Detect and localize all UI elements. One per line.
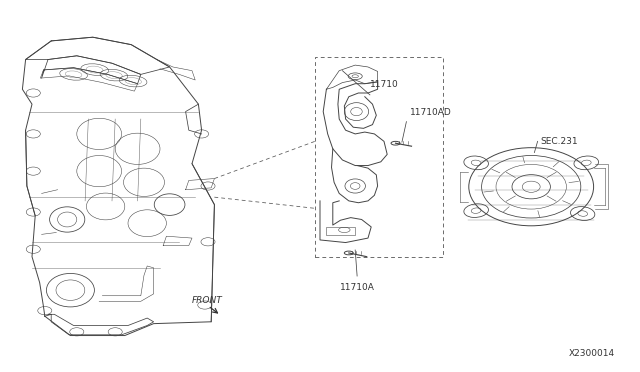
Text: FRONT: FRONT [192,296,223,305]
Text: 11710AD: 11710AD [410,108,451,117]
Text: SEC.231: SEC.231 [541,137,579,146]
Bar [326,227,355,235]
Bar [315,57,443,257]
Text: 11710A: 11710A [340,283,374,292]
Text: 11710: 11710 [370,80,399,89]
Text: X2300014: X2300014 [568,349,614,358]
